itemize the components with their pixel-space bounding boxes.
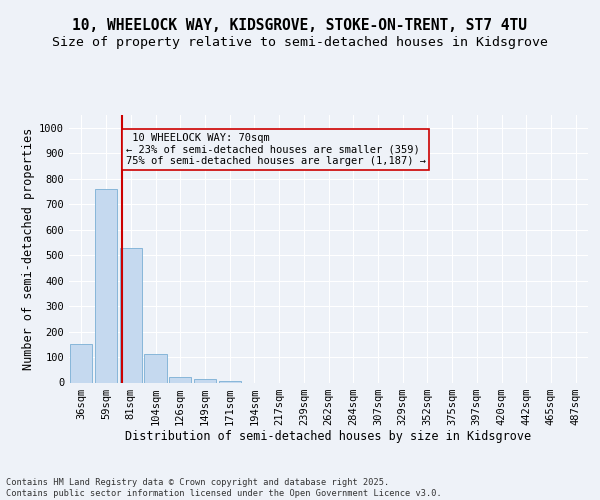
- Bar: [119, 248, 142, 382]
- Bar: [145, 354, 167, 382]
- Text: 10 WHEELOCK WAY: 70sqm
← 23% of semi-detached houses are smaller (359)
75% of se: 10 WHEELOCK WAY: 70sqm ← 23% of semi-det…: [126, 133, 426, 166]
- Bar: [218, 380, 241, 382]
- X-axis label: Distribution of semi-detached houses by size in Kidsgrove: Distribution of semi-detached houses by …: [125, 430, 532, 444]
- Text: 10, WHEELOCK WAY, KIDSGROVE, STOKE-ON-TRENT, ST7 4TU: 10, WHEELOCK WAY, KIDSGROVE, STOKE-ON-TR…: [73, 18, 527, 32]
- Text: Size of property relative to semi-detached houses in Kidsgrove: Size of property relative to semi-detach…: [52, 36, 548, 49]
- Y-axis label: Number of semi-detached properties: Number of semi-detached properties: [22, 128, 35, 370]
- Bar: [95, 189, 117, 382]
- Bar: [70, 344, 92, 383]
- Bar: [169, 378, 191, 382]
- Text: Contains HM Land Registry data © Crown copyright and database right 2025.
Contai: Contains HM Land Registry data © Crown c…: [6, 478, 442, 498]
- Bar: [194, 379, 216, 382]
